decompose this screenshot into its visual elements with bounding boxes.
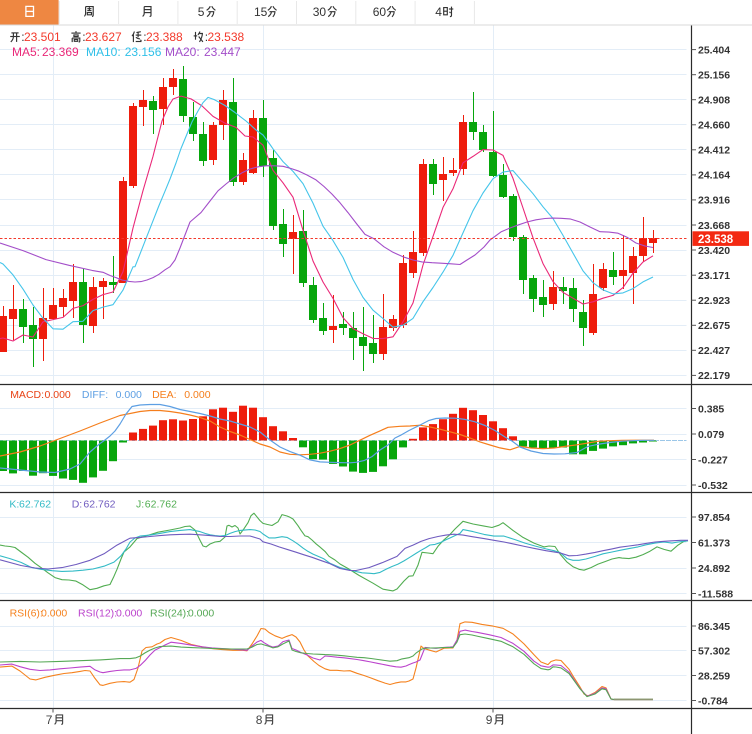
svg-text::: : [205, 30, 208, 44]
svg-text:-0.227: -0.227 [698, 454, 728, 466]
svg-text:0.079: 0.079 [698, 429, 724, 441]
svg-text:23.627: 23.627 [85, 30, 122, 44]
svg-text:J:: J: [136, 499, 144, 511]
svg-text:0.000: 0.000 [41, 607, 67, 619]
svg-text:23.668: 23.668 [698, 220, 730, 232]
svg-text:0.385: 0.385 [698, 403, 724, 415]
svg-text:0.000: 0.000 [45, 389, 71, 401]
svg-text:28.259: 28.259 [698, 670, 730, 682]
svg-text:23.369: 23.369 [42, 45, 79, 59]
svg-text:MA10:: MA10: [86, 45, 121, 59]
svg-text:24.892: 24.892 [698, 563, 730, 575]
svg-text:0.000: 0.000 [116, 607, 142, 619]
svg-text:22.427: 22.427 [698, 345, 730, 357]
svg-text:62.762: 62.762 [145, 499, 177, 511]
svg-text:57.302: 57.302 [698, 645, 730, 657]
svg-text:0.000: 0.000 [184, 389, 210, 401]
svg-text:24.660: 24.660 [698, 120, 730, 132]
svg-text:K:: K: [9, 499, 19, 511]
svg-text:23.916: 23.916 [698, 195, 730, 207]
svg-text:24.164: 24.164 [698, 170, 730, 182]
svg-text:60: 60 [373, 5, 387, 19]
svg-text:25.156: 25.156 [698, 70, 730, 82]
svg-text:23.501: 23.501 [24, 30, 61, 44]
svg-text:86.345: 86.345 [698, 621, 730, 633]
svg-text:RSI(24):: RSI(24): [150, 607, 189, 619]
svg-text:23.538: 23.538 [698, 234, 734, 246]
svg-text:-11.588: -11.588 [698, 588, 733, 600]
svg-text:RSI(12):: RSI(12): [78, 607, 117, 619]
svg-text:61.373: 61.373 [698, 537, 730, 549]
svg-text:15: 15 [254, 5, 268, 19]
svg-text:DEA:: DEA: [152, 389, 177, 401]
svg-text:97.854: 97.854 [698, 512, 730, 524]
svg-text:23.420: 23.420 [698, 245, 730, 257]
svg-text:0.000: 0.000 [116, 389, 142, 401]
svg-text:24.908: 24.908 [698, 95, 730, 107]
svg-text:0.000: 0.000 [188, 607, 214, 619]
svg-text:22.923: 22.923 [698, 295, 730, 307]
svg-text:30: 30 [313, 5, 327, 19]
svg-text:23.171: 23.171 [698, 270, 730, 282]
svg-text::: : [143, 30, 146, 44]
svg-text:23.538: 23.538 [208, 30, 245, 44]
svg-text:MA20:: MA20: [165, 45, 200, 59]
svg-text:4: 4 [435, 5, 442, 19]
svg-text:-0.784: -0.784 [698, 695, 728, 707]
svg-text:5: 5 [198, 5, 205, 19]
svg-text:24.412: 24.412 [698, 145, 730, 157]
svg-text:25.404: 25.404 [698, 44, 730, 56]
svg-text:DIFF:: DIFF: [82, 389, 108, 401]
svg-text::: : [21, 30, 24, 44]
svg-text:62.762: 62.762 [83, 499, 115, 511]
svg-text:D:: D: [72, 499, 83, 511]
svg-text:MA5:: MA5: [12, 45, 40, 59]
svg-text:9: 9 [486, 713, 493, 727]
svg-text:62.762: 62.762 [19, 499, 51, 511]
svg-text:7: 7 [46, 713, 53, 727]
svg-text:23.156: 23.156 [125, 45, 162, 59]
svg-text:23.447: 23.447 [204, 45, 241, 59]
svg-text:RSI(6):: RSI(6): [10, 607, 43, 619]
svg-text:22.675: 22.675 [698, 320, 730, 332]
svg-text:-0.532: -0.532 [698, 480, 728, 492]
svg-text::: : [82, 30, 85, 44]
svg-text:23.388: 23.388 [146, 30, 183, 44]
svg-text:MACD:: MACD: [10, 389, 44, 401]
svg-text:8: 8 [256, 713, 263, 727]
svg-text:22.179: 22.179 [698, 370, 730, 382]
